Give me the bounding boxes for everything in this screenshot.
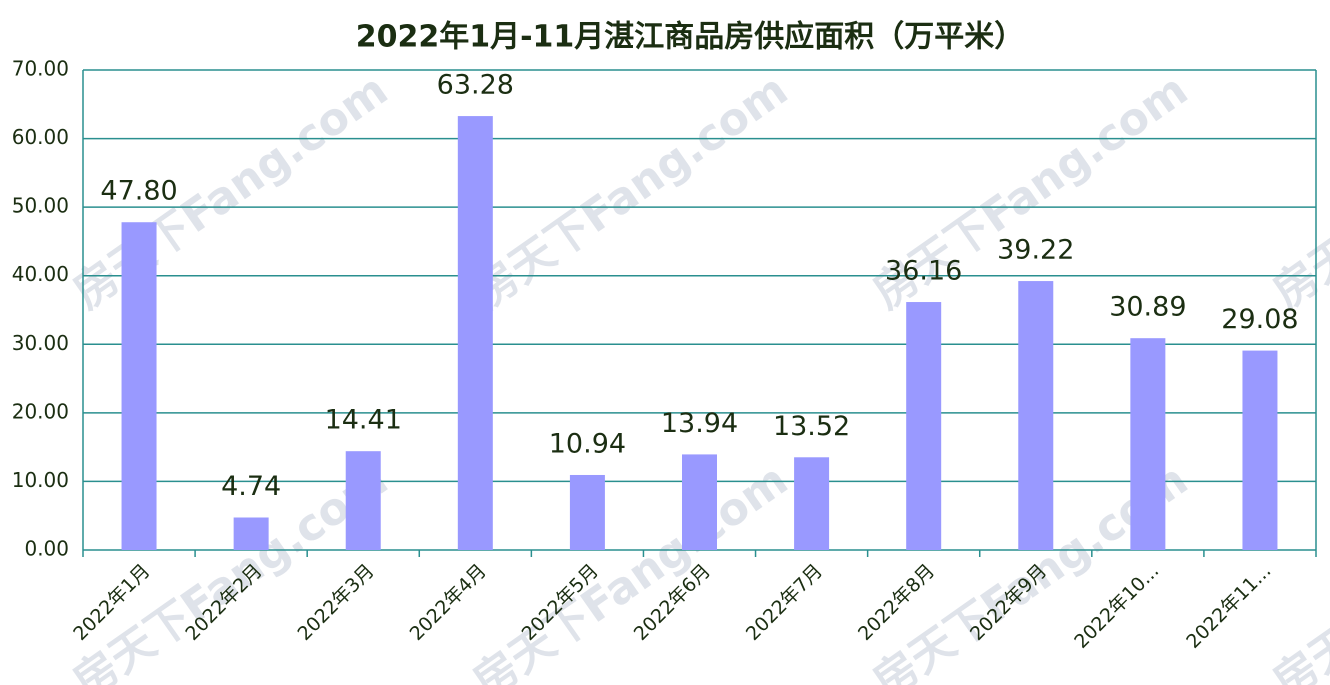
value-label: 36.16 [885, 256, 962, 287]
y-tick-label: 40.00 [12, 262, 69, 286]
y-tick-label: 70.00 [12, 57, 69, 81]
x-tick-label: 2022年4月 [406, 560, 491, 645]
y-tick-label: 0.00 [24, 537, 69, 561]
y-tick-label: 20.00 [12, 399, 69, 423]
value-label: 29.08 [1221, 304, 1298, 335]
value-label: 30.89 [1109, 292, 1186, 323]
value-label: 39.22 [997, 235, 1074, 266]
watermark: 房天下Fang.com [1264, 64, 1330, 319]
y-tick-label: 60.00 [12, 125, 69, 149]
bar [457, 116, 493, 550]
watermark: 房天下Fang.com [464, 454, 797, 685]
y-tick-label: 30.00 [12, 331, 69, 355]
y-tick-label: 10.00 [12, 468, 69, 492]
bar [1130, 338, 1166, 550]
bar [569, 474, 605, 550]
value-label: 14.41 [325, 405, 402, 436]
chart-title: 2022年1月-11月湛江商品房供应面积（万平米） [356, 20, 1025, 55]
y-tick-label: 50.00 [12, 194, 69, 218]
bar [794, 457, 830, 550]
value-label: 13.52 [773, 411, 850, 442]
x-tick-label: 2022年11... [1182, 560, 1275, 653]
value-label: 4.74 [221, 471, 281, 502]
value-label: 63.28 [437, 70, 514, 101]
bar [1242, 350, 1278, 550]
value-label: 13.94 [661, 408, 738, 439]
x-tick-label: 2022年3月 [293, 560, 378, 645]
value-label: 10.94 [549, 428, 626, 459]
bar [906, 302, 942, 550]
bar [121, 222, 157, 550]
bar [682, 454, 717, 550]
bar [233, 517, 269, 550]
x-tick-label: 2022年7月 [742, 560, 827, 645]
bar [1018, 281, 1054, 550]
value-label: 47.80 [100, 176, 177, 207]
bar [345, 451, 381, 550]
watermark: 房天下Fang.com [464, 64, 797, 319]
